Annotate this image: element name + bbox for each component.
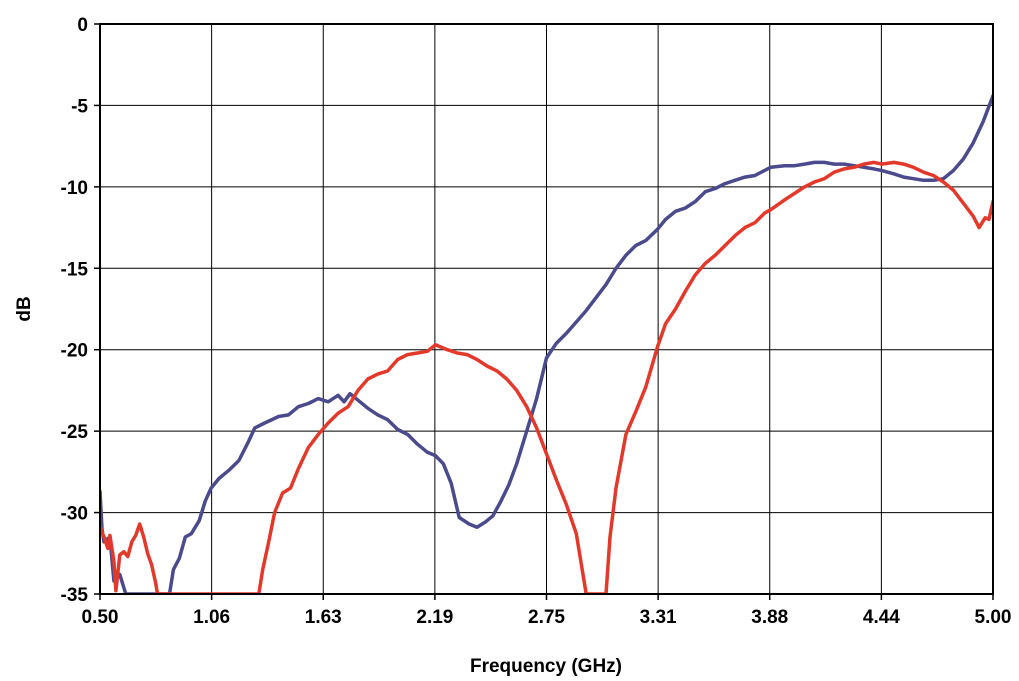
y-tick-labels: 0 -5 -10 -15 -20 -25 -30 -35	[61, 15, 89, 606]
grid	[94, 23, 994, 600]
y-tick-label: -10	[61, 178, 88, 199]
x-axis-title: Frequency (GHz)	[470, 656, 622, 677]
series-layer	[100, 93, 993, 594]
x-tick-label: 3.31	[640, 607, 677, 628]
y-tick-label: -15	[61, 259, 89, 280]
x-tick-label: 2.75	[528, 607, 565, 628]
series-line-red	[100, 160, 993, 594]
y-tick-label: -30	[61, 504, 88, 525]
y-tick-label: -5	[71, 96, 88, 117]
x-tick-label: 4.44	[863, 607, 900, 628]
x-tick-label: 2.19	[416, 607, 453, 628]
x-tick-label: 1.63	[305, 607, 342, 628]
x-tick-labels: 0.50 1.06 1.63 2.19 2.75 3.31 3.88 4.44 5.00	[82, 607, 1012, 628]
y-tick-label: -35	[61, 585, 89, 606]
x-tick-label: 3.88	[751, 607, 788, 628]
y-axis-title: dB	[14, 296, 35, 321]
y-tick-label: -25	[61, 422, 89, 443]
y-tick-label: 0	[77, 15, 88, 36]
plot-frame	[99, 23, 994, 595]
x-tick-label: 0.50	[82, 607, 119, 628]
x-tick-label: 1.06	[193, 607, 230, 628]
x-tick-label: 5.00	[975, 607, 1012, 628]
series-line-blue	[100, 93, 993, 594]
y-tick-label: -20	[61, 341, 88, 362]
